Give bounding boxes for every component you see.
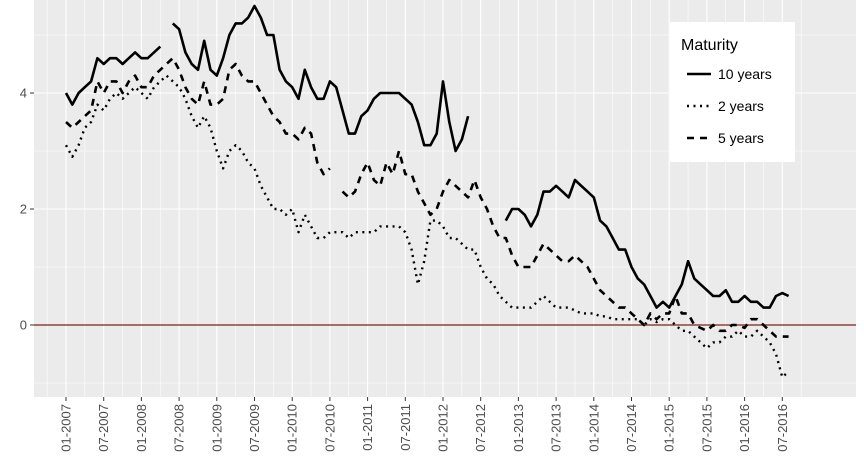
x-tick-label: 01-2007 [59, 404, 74, 452]
x-tick-label: 01-2015 [662, 404, 677, 452]
x-tick-label: 07-2013 [549, 404, 564, 452]
series-line-10-years [64, 45, 162, 106]
x-tick-label: 07-2009 [247, 404, 262, 452]
x-tick-label: 07-2010 [322, 404, 337, 452]
x-tick-label: 01-2010 [285, 404, 300, 452]
series-line-5-years [65, 56, 331, 176]
series-line-5-years [341, 149, 789, 338]
y-tick-label: 2 [20, 202, 27, 217]
x-tick-label: 01-2009 [209, 404, 224, 452]
legend-label-5-years: 5 years [718, 130, 764, 146]
x-tick-label: 07-2011 [398, 404, 413, 451]
legend-label-2-years: 2 years [718, 98, 764, 114]
x-tick-label: 01-2012 [436, 404, 451, 452]
grid-minor [34, 0, 856, 397]
x-tick-label: 07-2014 [624, 404, 639, 452]
x-tick-label: 01-2014 [586, 404, 601, 452]
series-layer [64, 4, 790, 379]
y-axis: 0 2 4 [20, 86, 34, 333]
x-tick-label: 07-2015 [699, 404, 714, 452]
legend: Maturity 10 years 2 years 5 years [670, 22, 795, 162]
x-tick-label: 01-2013 [511, 404, 526, 452]
x-tick-label: 07-2007 [96, 404, 111, 452]
series-line-2-years [64, 74, 790, 379]
x-tick-label: 01-2008 [134, 404, 149, 452]
x-tick-label: 07-2016 [775, 404, 790, 452]
series-line-10-years [171, 4, 470, 153]
x-tick-label: 07-2012 [473, 404, 488, 452]
legend-label-10-years: 10 years [718, 66, 772, 82]
y-tick-label: 0 [20, 318, 27, 333]
y-tick-label: 4 [20, 86, 27, 101]
x-tick-label: 01-2011 [360, 404, 375, 451]
x-axis: 01-2007 07-2007 01-2008 07-2008 01-2009 07-20… [59, 397, 790, 452]
legend-title: Maturity [681, 37, 738, 54]
x-tick-label: 01-2016 [737, 404, 752, 452]
x-tick-label: 07-2008 [172, 404, 187, 452]
series-line-10-years [504, 178, 790, 309]
